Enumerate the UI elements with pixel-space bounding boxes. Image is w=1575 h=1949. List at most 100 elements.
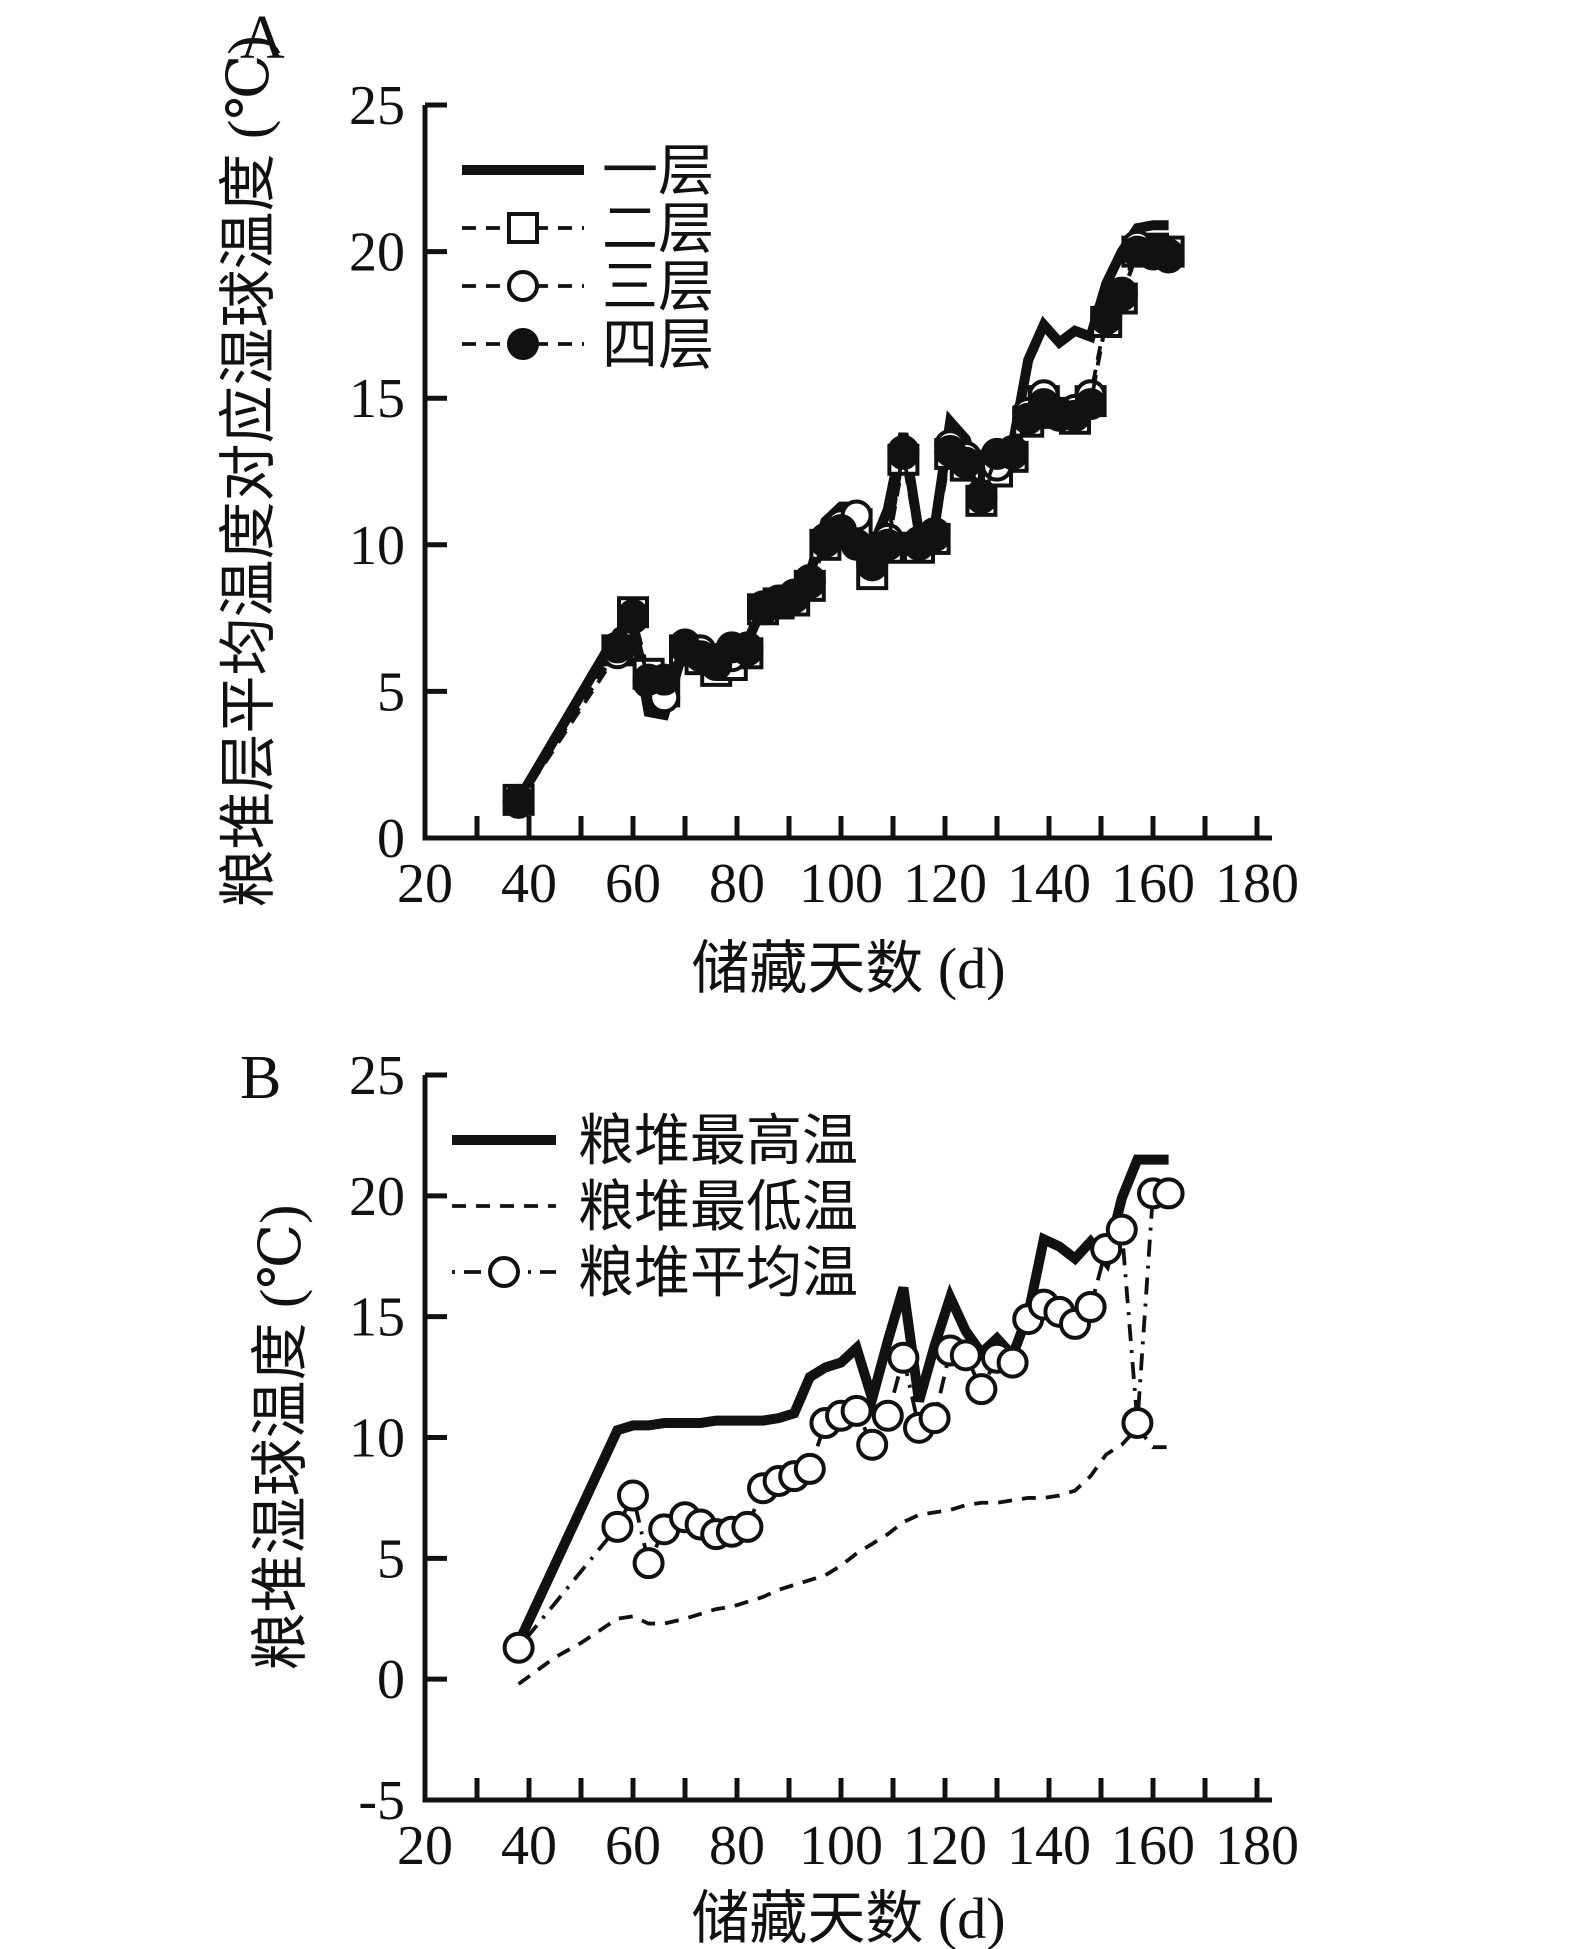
legend-label: 粮堆平均温: [578, 1243, 858, 1305]
x-axis-tick-label: 80: [709, 853, 765, 915]
legend-label: 粮堆最高温: [578, 1111, 858, 1173]
legend-item: 粮堆最低温: [452, 1177, 858, 1239]
data-point-circle: [507, 270, 539, 302]
x-axis-tick-label: 100: [799, 1815, 883, 1877]
axis-spines: [422, 105, 1272, 841]
x-axis-tick-label: 80: [709, 1815, 765, 1877]
data-point-circle: [1105, 1213, 1138, 1246]
x-axis-tick-label: 60: [605, 853, 661, 915]
y-axis-tick-label: 15: [349, 368, 405, 430]
data-point-filled-circle: [918, 520, 951, 553]
legend-label: 四层: [602, 315, 714, 377]
data-point-circle: [871, 1399, 904, 1432]
data-point-filled-circle: [1105, 279, 1138, 312]
data-point-filled-circle: [965, 481, 998, 514]
data-point-circle: [856, 1428, 889, 1461]
data-point-filled-circle: [1152, 238, 1185, 271]
x-axis-tick-label: 160: [1111, 853, 1195, 915]
legend-item: 粮堆最高温: [452, 1111, 858, 1173]
data-point-circle: [632, 1547, 665, 1580]
legend-label: 三层: [602, 257, 714, 319]
data-point-filled-circle: [731, 634, 764, 667]
panel-label-a: A: [240, 4, 285, 72]
chart-panel-a: A 0 5 10 15 20 25 20 40 60 80 100 120 140 160 180 储藏天数 (…: [216, 4, 1299, 1001]
y-axis-tick-label: 25: [349, 1045, 405, 1107]
data-point-circle: [840, 1394, 873, 1427]
data-point-circle: [949, 1339, 982, 1372]
x-axis-tick-label: 40: [501, 1815, 557, 1877]
data-point-circle: [601, 1510, 634, 1543]
y-axis-tick-label: 15: [349, 1287, 405, 1349]
data-point-filled-circle: [617, 602, 649, 635]
data-point-circle: [617, 1479, 649, 1512]
legend-item: 一层: [462, 141, 714, 203]
data-point-filled-circle: [887, 437, 920, 470]
data-point-filled-circle: [871, 528, 904, 561]
x-axis-tick-label: 120: [903, 853, 987, 915]
data-point-circle: [731, 1510, 764, 1543]
data-point-filled-circle: [793, 566, 826, 599]
y-axis-tick-label: 0: [377, 808, 405, 870]
data-point-filled-circle: [601, 631, 634, 664]
data-point-circle: [793, 1452, 826, 1485]
x-axis-tick-label: 120: [903, 1815, 987, 1877]
series-line-粮堆最低温: [517, 1424, 1169, 1686]
data-point-circle: [965, 1373, 998, 1406]
y-axis-tick-label: 5: [377, 661, 405, 723]
x-axis-title: 储藏天数 (d): [691, 1886, 1005, 1949]
legend-item: 四层: [462, 315, 714, 377]
x-axis-tick-label: 160: [1111, 1815, 1195, 1877]
legend-item: 二层: [462, 199, 714, 261]
x-axis-tick-label: 180: [1215, 1815, 1299, 1877]
y-axis-title: 粮堆湿球温度 (℃): [248, 1204, 313, 1670]
data-point-circle: [887, 1341, 920, 1374]
x-axis-tick-label: 40: [501, 853, 557, 915]
legend-item: 三层: [462, 257, 714, 319]
y-axis-tick-label: 0: [377, 1649, 405, 1711]
legend-item: 粮堆平均温: [452, 1243, 858, 1305]
data-point-filled-circle: [648, 663, 681, 696]
x-axis-tick-label: 100: [799, 853, 883, 915]
data-point-circle: [918, 1402, 951, 1435]
legend-label: 粮堆最低温: [578, 1177, 858, 1239]
data-point-filled-circle: [1090, 303, 1123, 336]
y-axis-tick-label: 20: [349, 1166, 405, 1228]
y-axis-title: 粮堆层平均温度对应湿球温度 (℃): [216, 35, 281, 907]
y-axis-tick-label: 10: [349, 1408, 405, 1470]
y-axis-tick-label: -5: [358, 1770, 405, 1832]
chart-panel-b: B -5 0 5 10 15 20 25 20 40 60 80 100 120 140 160 180 储藏天数…: [240, 1044, 1299, 1949]
data-point-circle: [1121, 1407, 1154, 1439]
data-point-filled-circle: [949, 446, 982, 479]
x-axis-tick-label: 180: [1215, 853, 1299, 915]
data-point-filled-circle: [502, 783, 535, 816]
legend-label: 一层: [602, 141, 714, 203]
data-point-circle: [1152, 1177, 1185, 1210]
y-axis-tick-label: 20: [349, 222, 405, 284]
data-point-filled-circle: [996, 437, 1029, 470]
series-markers-四层: [502, 235, 1185, 816]
series-line-粮堆最高温: [514, 1154, 1169, 1646]
data-point-filled-circle: [507, 328, 539, 360]
legend-label: 二层: [602, 199, 714, 261]
x-axis-tick-label: 20: [397, 1815, 453, 1877]
data-point-circle: [996, 1346, 1029, 1379]
series-markers-粮堆平均温: [502, 1177, 1185, 1664]
x-axis-tick-label: 60: [605, 1815, 661, 1877]
data-point-circle: [502, 1631, 535, 1664]
y-axis-tick-label: 5: [377, 1528, 405, 1590]
panel-label-b: B: [240, 1044, 281, 1112]
y-axis-tick-label: 10: [349, 515, 405, 577]
x-axis-tick-label: 140: [1007, 1815, 1091, 1877]
x-axis-tick-label: 20: [397, 853, 453, 915]
y-axis-tick-label: 25: [349, 75, 405, 137]
data-point-square: [507, 212, 539, 244]
data-point-filled-circle: [1074, 388, 1107, 421]
data-point-circle: [1074, 1291, 1107, 1323]
x-axis-tick-label: 140: [1007, 853, 1091, 915]
data-point-circle: [488, 1256, 520, 1288]
x-axis-title: 储藏天数 (d): [691, 936, 1005, 1001]
